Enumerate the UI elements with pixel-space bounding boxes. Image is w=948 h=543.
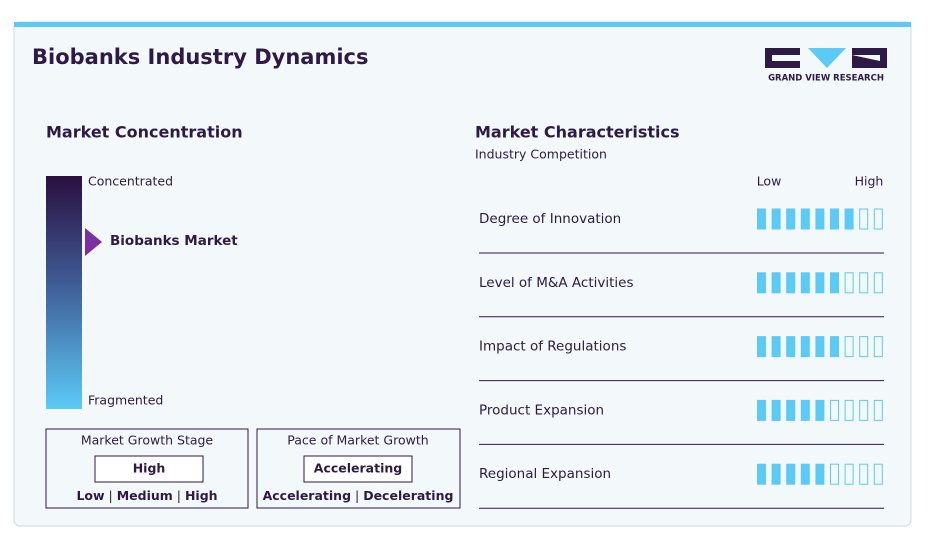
- growth-stage-value-box: [94, 455, 204, 483]
- rating-segment-empty: [830, 463, 839, 485]
- rating-segment-filled: [800, 208, 810, 230]
- rating-segment-filled: [800, 463, 810, 485]
- separator: |: [351, 488, 363, 503]
- rating-segment-filled: [786, 463, 796, 485]
- rating-segment-filled: [757, 463, 766, 485]
- growth-pace-value: Accelerating: [314, 461, 402, 476]
- market-pointer: [85, 228, 102, 256]
- rating-segment-empty: [873, 463, 883, 485]
- rating-segment-filled: [815, 272, 825, 294]
- logo-text: GRAND VIEW RESEARCH: [768, 74, 884, 84]
- row-label: Degree of Innovation: [479, 211, 621, 227]
- rating-segment-filled: [786, 336, 796, 358]
- rating-segment-filled: [771, 399, 781, 421]
- rating-segment-filled: [786, 272, 796, 294]
- option: High: [185, 488, 218, 503]
- concentration-bar: [46, 176, 82, 409]
- concentrated-label: Concentrated: [88, 174, 173, 189]
- rating-segment-filled: [844, 208, 854, 230]
- rating-segment-filled: [757, 272, 766, 294]
- option: Low: [76, 488, 105, 503]
- rating: [757, 463, 883, 485]
- row-label: Impact of Regulations: [479, 339, 626, 355]
- rating-segment-empty: [844, 336, 854, 358]
- option: Medium: [117, 488, 173, 503]
- growth-pace-title: Pace of Market Growth: [287, 433, 428, 448]
- rating-segment-empty: [873, 336, 883, 358]
- growth-stage-title: Market Growth Stage: [81, 433, 214, 448]
- rating-segment-filled: [757, 399, 766, 421]
- separator: |: [105, 488, 117, 503]
- rating: [757, 272, 883, 294]
- logo: GRAND VIEW RESEARCH: [765, 48, 887, 84]
- growth-pace-value-box: [303, 455, 413, 483]
- characteristics-title: Market Characteristics: [475, 123, 680, 142]
- rating-segment-filled: [786, 208, 796, 230]
- option: Decelerating: [363, 488, 453, 503]
- growth-pace-options: Accelerating | Decelerating: [263, 488, 454, 503]
- rating-segment-empty: [844, 399, 854, 421]
- rating-segment-empty: [873, 208, 883, 230]
- rating-segment-filled: [815, 463, 825, 485]
- rating-segment-empty: [859, 399, 869, 421]
- rating-segment-empty: [873, 399, 883, 421]
- rating-segment-filled: [830, 336, 839, 358]
- rating-segment-empty: [859, 272, 869, 294]
- low-label: Low: [757, 174, 782, 189]
- row-label: Level of M&A Activities: [479, 275, 634, 291]
- option: Accelerating: [263, 488, 351, 503]
- rating-segment-filled: [830, 272, 839, 294]
- row-label: Product Expansion: [479, 402, 604, 418]
- rating-segment-empty: [859, 463, 869, 485]
- rating: [757, 399, 883, 421]
- fragmented-label: Fragmented: [88, 393, 163, 408]
- rating-segment-filled: [757, 208, 766, 230]
- rating-segment-filled: [800, 336, 810, 358]
- card-accent: [14, 22, 911, 27]
- rating-segment-empty: [859, 208, 869, 230]
- separator: |: [173, 488, 185, 503]
- growth-stage-value: High: [133, 461, 166, 476]
- rating-segment-filled: [757, 336, 766, 358]
- rating-segment-empty: [844, 272, 854, 294]
- rating-segment-filled: [815, 399, 825, 421]
- row-label: Regional Expansion: [479, 466, 611, 482]
- growth-pace-box: [256, 428, 461, 509]
- title: Biobanks Industry Dynamics: [32, 45, 368, 69]
- characteristics-subtitle: Industry Competition: [475, 147, 607, 162]
- rating-segment-empty: [844, 463, 854, 485]
- rating-segment-filled: [771, 463, 781, 485]
- rating-segment-empty: [859, 336, 869, 358]
- rating: [757, 208, 883, 230]
- rating-segment-empty: [830, 399, 839, 421]
- rating-segment-filled: [815, 336, 825, 358]
- rating-segment-filled: [800, 272, 810, 294]
- rating-segment-filled: [815, 208, 825, 230]
- growth-stage-box: [45, 428, 249, 509]
- concentration-title: Market Concentration: [46, 123, 243, 142]
- rating-segment-filled: [771, 336, 781, 358]
- growth-stage-options: Low | Medium | High: [76, 488, 217, 503]
- rating-segment-filled: [771, 272, 781, 294]
- rating-segment-filled: [830, 208, 839, 230]
- rating-segment-filled: [771, 208, 781, 230]
- rating-segment-empty: [873, 272, 883, 294]
- rating-segment-filled: [800, 399, 810, 421]
- rating: [757, 336, 883, 358]
- rating-segment-filled: [786, 399, 796, 421]
- high-label: High: [855, 174, 884, 189]
- market-label: Biobanks Market: [110, 233, 238, 249]
